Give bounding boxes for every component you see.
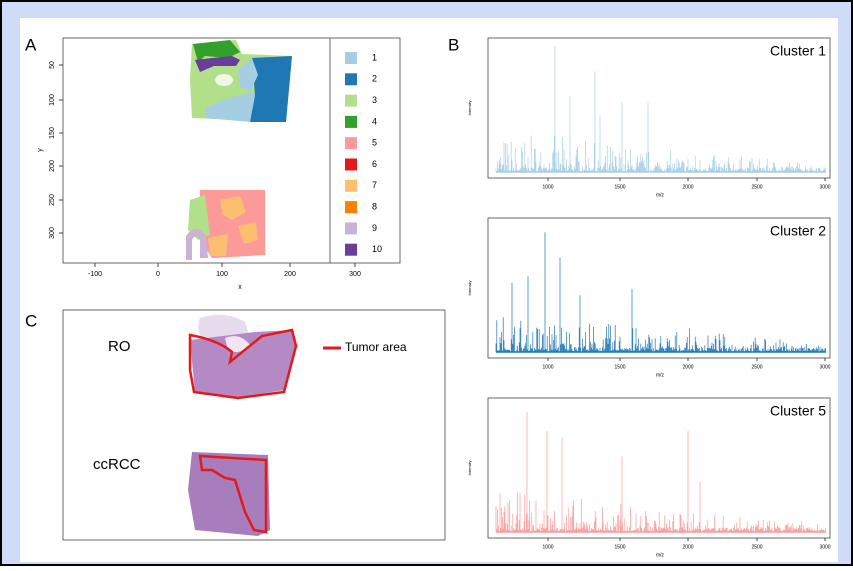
axis-label: m/z <box>656 552 665 558</box>
x-tick-label: 100 <box>216 271 228 278</box>
legend-label: Tumor area <box>345 340 407 354</box>
x-tick-label: 2000 <box>682 544 693 550</box>
y-tick-label: 300 <box>49 227 56 239</box>
legend-swatch <box>345 115 357 128</box>
sample-label: ccRCC <box>93 456 141 473</box>
plot-box <box>487 397 831 539</box>
legend-swatch <box>345 243 357 256</box>
legend-swatch <box>345 179 357 192</box>
x-tick-label: 2500 <box>751 544 762 550</box>
legend-label: 7 <box>372 180 377 190</box>
axis-label: Intensity <box>467 461 472 476</box>
spectrum-trace <box>495 46 826 172</box>
y-tick-label: 50 <box>49 61 56 69</box>
axis-label: m/z <box>656 192 665 198</box>
panel-label: A <box>25 35 37 54</box>
legend-label: 1 <box>372 52 377 62</box>
y-tick-label: 200 <box>49 160 56 172</box>
legend-swatch <box>345 158 357 171</box>
panel-label: B <box>448 35 459 54</box>
legend-label: 10 <box>372 244 382 254</box>
axis-label: y <box>37 148 44 152</box>
legend-swatch <box>345 201 357 214</box>
x-tick-label: 200 <box>284 271 296 278</box>
x-tick-label: 2500 <box>751 184 762 190</box>
x-tick-label: -100 <box>88 271 102 278</box>
legend-label: 8 <box>372 201 377 211</box>
axis-label: Intensity <box>467 281 472 296</box>
plot-box <box>62 37 401 264</box>
legend-swatch <box>345 137 357 150</box>
x-tick-label: 300 <box>349 271 361 278</box>
axis-label: Intensity <box>467 101 472 116</box>
legend-swatch <box>345 52 357 64</box>
x-tick-label: 1500 <box>614 184 625 190</box>
x-tick-label: 1500 <box>614 544 625 550</box>
spectrum-title: Cluster 1 <box>770 43 826 59</box>
spectrum-trace <box>495 412 826 532</box>
legend-swatch <box>345 73 357 86</box>
spectrum-title: Cluster 2 <box>770 223 826 239</box>
figure-panel <box>20 18 838 562</box>
plot-box <box>62 309 446 541</box>
x-tick-label: 1000 <box>542 364 553 370</box>
y-tick-label: 250 <box>49 194 56 206</box>
x-tick-label: 3000 <box>819 364 830 370</box>
sample-label: RO <box>108 338 131 355</box>
spectrum-title: Cluster 5 <box>770 403 826 419</box>
histology-image <box>188 314 298 536</box>
axis-label: x <box>238 284 242 291</box>
y-tick-label: 100 <box>49 94 56 106</box>
x-tick-label: 3000 <box>819 544 830 550</box>
legend-swatch <box>345 222 357 235</box>
panel-label: C <box>25 311 37 330</box>
x-tick-label: 1500 <box>614 364 625 370</box>
y-tick-label: 150 <box>49 127 56 139</box>
legend-label: 4 <box>372 116 377 126</box>
x-tick-label: 1000 <box>542 184 553 190</box>
plot-box <box>487 37 831 179</box>
spectrum-trace <box>495 232 826 352</box>
x-tick-label: 1000 <box>542 544 553 550</box>
legend-label: 2 <box>372 74 377 84</box>
x-tick-label: 3000 <box>819 184 830 190</box>
x-tick-label: 2500 <box>751 364 762 370</box>
legend-swatch <box>345 94 357 107</box>
legend-label: 5 <box>372 138 377 148</box>
x-tick-label: 2000 <box>682 184 693 190</box>
legend-label: 3 <box>372 95 377 105</box>
x-tick-label: 0 <box>156 271 160 278</box>
axis-label: m/z <box>656 372 665 378</box>
legend-label: 9 <box>372 223 377 233</box>
plot-box <box>487 217 831 359</box>
legend-label: 6 <box>372 159 377 169</box>
x-tick-label: 2000 <box>682 364 693 370</box>
tissue-map <box>186 40 292 260</box>
